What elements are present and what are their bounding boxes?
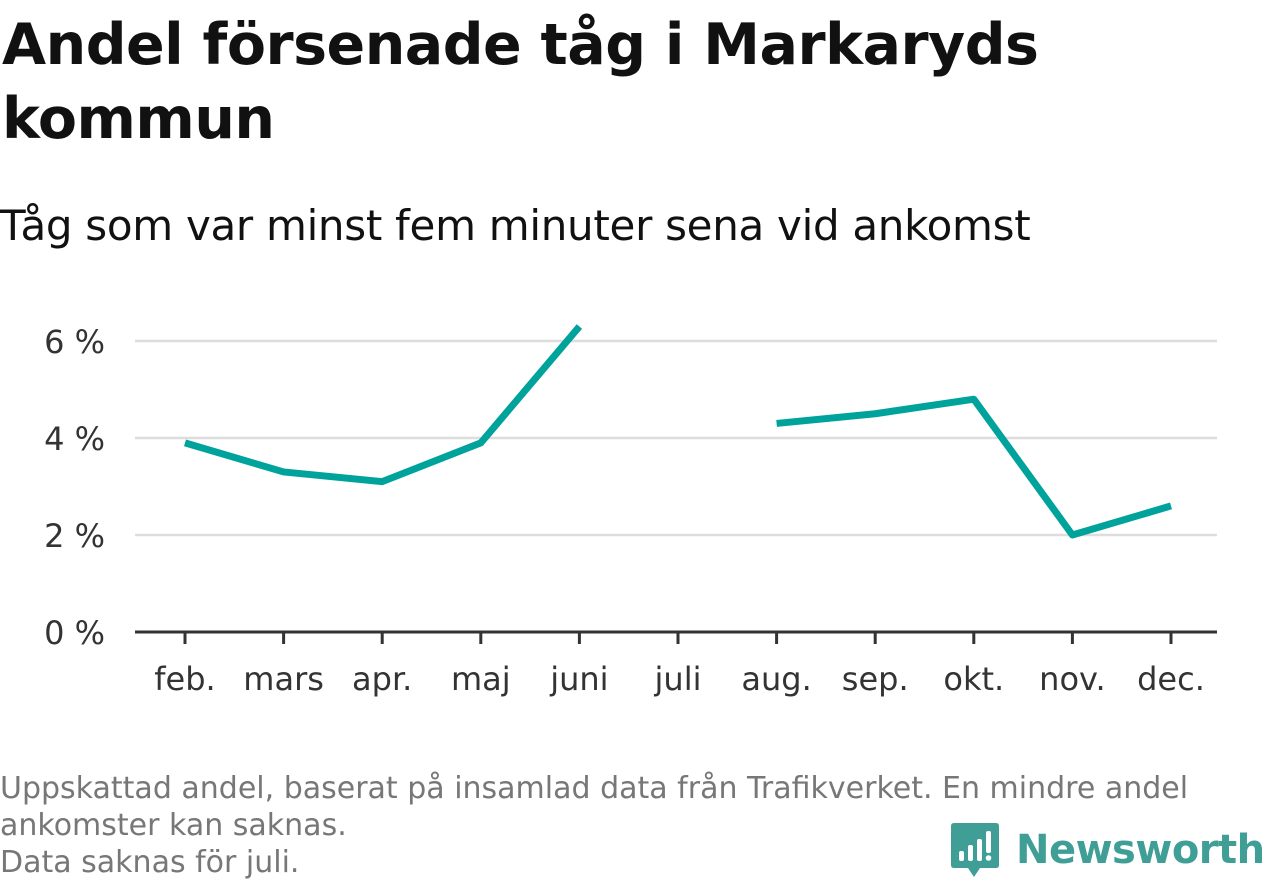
footnote-line-2: ankomster kan saknas. bbox=[0, 808, 347, 843]
series-line bbox=[776, 395, 1172, 539]
x-tick-label: juli bbox=[654, 660, 702, 698]
x-tick-label: okt. bbox=[943, 660, 1004, 698]
x-tick-label: sep. bbox=[842, 660, 909, 698]
y-axis-labels: 0 % 2 % 4 % 6 % bbox=[44, 323, 105, 652]
grid-lines bbox=[135, 339, 1217, 537]
footnote-line-1: Uppskattad andel, baserat på insamlad da… bbox=[0, 771, 1189, 806]
footnote: Uppskattad andel, baserat på insamlad da… bbox=[0, 770, 1250, 881]
y-tick-label: 0 % bbox=[44, 614, 105, 652]
series-lines bbox=[184, 324, 1172, 539]
y-tick-label: 4 % bbox=[44, 420, 105, 458]
brand-name: Newsworthy bbox=[1016, 827, 1262, 873]
x-tick-label: juni bbox=[549, 660, 608, 698]
x-tick-label: mars bbox=[243, 660, 324, 698]
x-tick-label: aug. bbox=[741, 660, 811, 698]
x-axis bbox=[135, 630, 1217, 644]
series-line bbox=[184, 324, 583, 486]
footnote-line-3: Data saknas för juli. bbox=[0, 845, 300, 880]
newsworthy-logo-icon bbox=[951, 823, 999, 877]
y-tick-label: 2 % bbox=[44, 517, 105, 555]
x-tick-label: nov. bbox=[1039, 660, 1105, 698]
x-tick-label: feb. bbox=[154, 660, 215, 698]
x-axis-labels: feb. mars apr. maj juni juli aug. sep. okt. nov. d… bbox=[154, 660, 1205, 698]
x-tick-label: dec. bbox=[1137, 660, 1205, 698]
x-tick-label: maj bbox=[451, 660, 511, 698]
x-tick-label: apr. bbox=[352, 660, 412, 698]
brand-logo: Newsworthy bbox=[950, 820, 1262, 880]
y-tick-label: 6 % bbox=[44, 323, 105, 361]
chart-title: Andel försenade tåg i Markaryds kommun bbox=[2, 12, 1039, 152]
chart-subtitle: Tåg som var minst fem minuter sena vid a… bbox=[0, 201, 1031, 250]
